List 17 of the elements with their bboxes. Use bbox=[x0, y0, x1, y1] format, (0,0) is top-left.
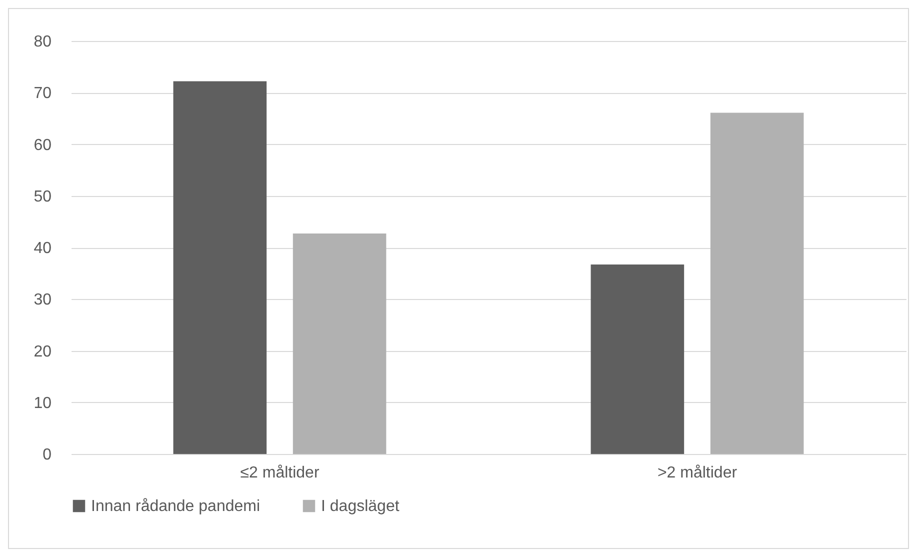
y-tick-label: 20 bbox=[34, 343, 52, 360]
x-tick-label: >2 måltider bbox=[657, 464, 738, 482]
bar bbox=[710, 112, 804, 454]
bar bbox=[292, 234, 386, 454]
y-tick-label: 50 bbox=[34, 188, 52, 206]
y-tick-label: 80 bbox=[34, 34, 52, 50]
y-tick-label: 0 bbox=[42, 446, 52, 464]
bar bbox=[173, 81, 267, 454]
legend-label: I dagsläget bbox=[321, 498, 400, 515]
y-tick-label: 60 bbox=[34, 136, 52, 154]
legend-label: Innan rådande pandemi bbox=[91, 498, 260, 515]
y-tick-label: 40 bbox=[34, 240, 52, 257]
y-tick-label: 70 bbox=[34, 85, 52, 102]
y-tick-label: 30 bbox=[34, 292, 52, 309]
y-tick-label: 10 bbox=[34, 394, 52, 412]
bar bbox=[590, 264, 684, 454]
x-tick-label: ≤2 måltider bbox=[240, 464, 320, 482]
